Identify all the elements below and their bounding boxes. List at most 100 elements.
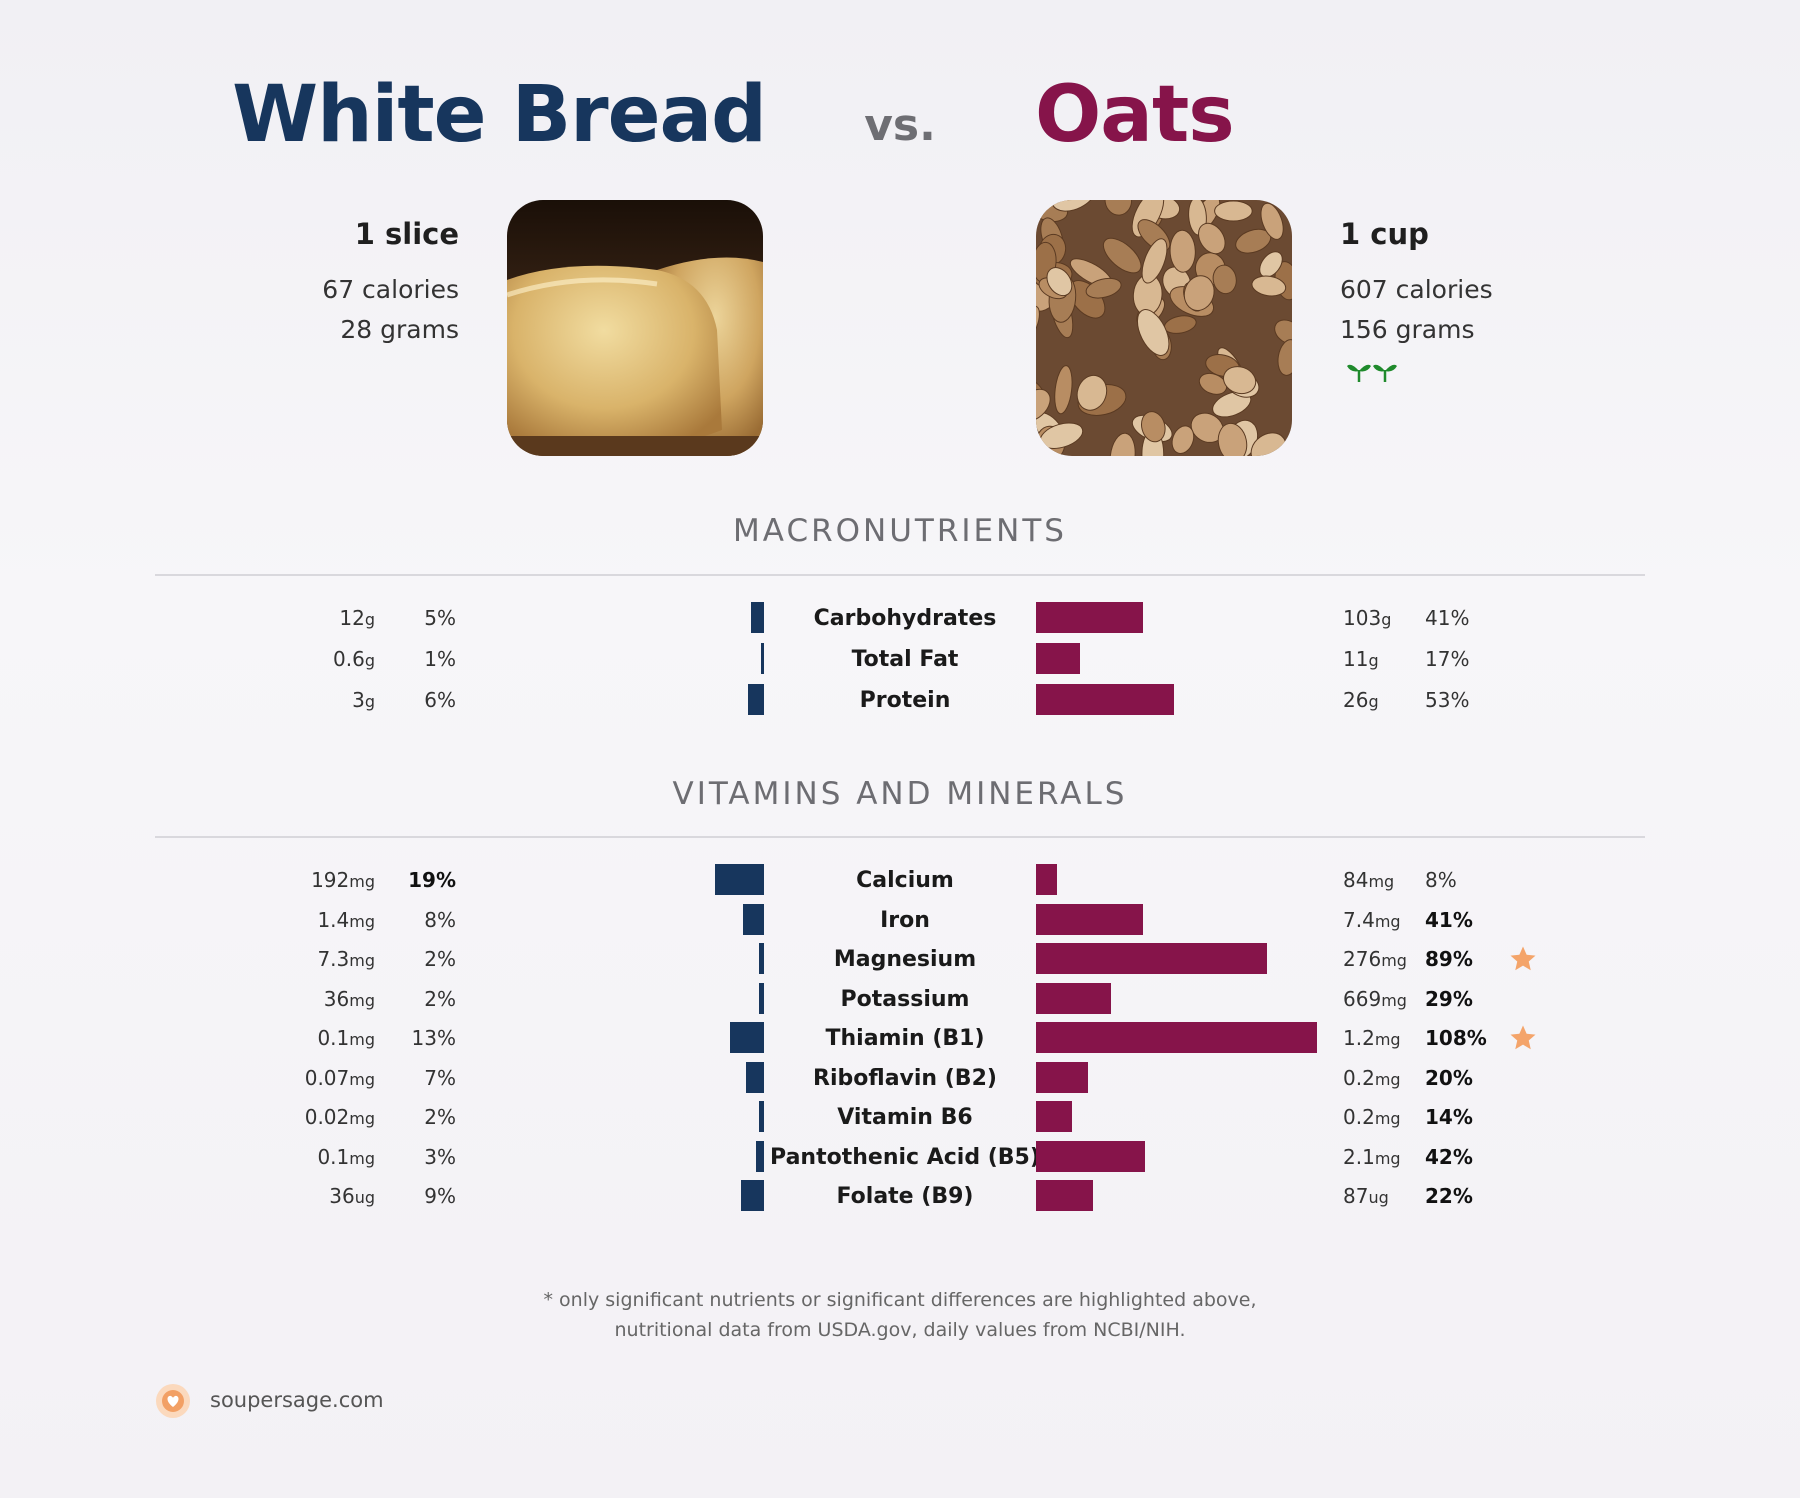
right-amount-value: 84 — [1343, 868, 1369, 892]
right-amount-unit: mg — [1374, 1030, 1401, 1049]
right-bar — [1036, 684, 1174, 715]
left-bar — [743, 903, 764, 935]
right-bar — [1036, 643, 1081, 674]
left-amount-unit: g — [364, 692, 375, 711]
right-amount-value: 103 — [1343, 606, 1382, 630]
nutrient-name: Total Fat — [851, 647, 959, 672]
star-icon — [1508, 944, 1538, 974]
nutrient-name: Riboflavin (B2) — [813, 1065, 997, 1091]
right-percent: 22% — [1425, 1184, 1473, 1208]
section-title-vitamins: VITAMINS AND MINERALS — [672, 776, 1128, 812]
left-food-title: White Bread — [232, 70, 767, 160]
right-food-title: Oats — [1035, 70, 1235, 160]
left-percent: 7% — [424, 1065, 456, 1090]
left-amount-value: 7.3 — [317, 947, 350, 971]
left-amount: 0.07mg — [305, 1066, 375, 1090]
left-bar — [758, 982, 764, 1014]
right-amount-unit: mg — [1381, 990, 1407, 1010]
left-bar — [748, 684, 764, 715]
left-amount-unit: mg — [349, 1030, 375, 1049]
right-bar — [1036, 1061, 1088, 1093]
nutrient-name: Pantothenic Acid (B5) — [770, 1144, 1040, 1170]
left-amount-value: 12 — [339, 606, 365, 630]
right-percent: 8% — [1425, 868, 1457, 892]
soupersage-logo-icon[interactable] — [155, 1383, 191, 1419]
right-amount-unit: mg — [1374, 911, 1401, 931]
left-amount-unit: mg — [349, 951, 375, 970]
nutrient-name: Potassium — [840, 986, 970, 1012]
nutrient-row: 12g 5% Carbohydrates 103g 41% — [0, 597, 1800, 638]
nutrient-name: Vitamin B6 — [837, 1105, 973, 1130]
sprout-icon — [1347, 360, 1399, 382]
left-amount: 0.6g — [333, 647, 375, 671]
nutrient-name: Carbohydrates — [813, 606, 997, 631]
nutrient-row: 0.1mg 13% Thiamin (B1) 1.2mg 108% — [0, 1018, 1800, 1058]
left-amount: 36ug — [329, 1184, 375, 1208]
right-grams: 156 grams — [1340, 315, 1475, 344]
right-amount: 0.2mg — [1343, 1105, 1401, 1129]
right-percent: 41% — [1425, 907, 1473, 932]
right-bar — [1036, 903, 1143, 935]
right-amount-value: 0.2 — [1343, 1105, 1375, 1129]
nutrient-row: 7.3mg 2% Magnesium 276mg 89% — [0, 939, 1800, 979]
footnote-line-2: nutritional data from USDA.gov, daily va… — [614, 1319, 1186, 1341]
right-percent: 20% — [1425, 1065, 1473, 1090]
left-percent: 2% — [424, 986, 456, 1011]
left-percent: 3% — [424, 1144, 456, 1169]
right-percent: 14% — [1425, 1105, 1473, 1129]
nutrient-row: 3g 6% Protein 26g 53% — [0, 679, 1800, 720]
footnote-line-1: * only significant nutrients or signific… — [543, 1289, 1257, 1311]
left-bar — [745, 1061, 764, 1093]
left-amount: 0.1mg — [317, 1145, 375, 1169]
left-amount-value: 36 — [329, 1184, 355, 1208]
left-percent: 2% — [424, 1105, 456, 1129]
site-link[interactable]: soupersage.com — [210, 1388, 384, 1412]
right-bar — [1036, 943, 1268, 974]
right-amount: 669mg — [1343, 987, 1407, 1011]
right-percent: 108% — [1425, 1026, 1487, 1050]
right-serving: 1 cup — [1340, 217, 1429, 251]
footnote: * only significant nutrients or signific… — [0, 1285, 1800, 1345]
right-percent: 89% — [1425, 947, 1473, 971]
left-amount-unit: g — [364, 651, 375, 670]
left-percent: 2% — [424, 947, 456, 971]
right-amount: 84mg — [1343, 868, 1394, 892]
right-percent: 42% — [1425, 1144, 1473, 1169]
right-amount-unit: mg — [1368, 872, 1395, 891]
nutrient-name: Magnesium — [833, 947, 977, 972]
right-amount: 2.1mg — [1343, 1145, 1401, 1169]
left-bar — [758, 1101, 764, 1132]
vs-label: vs. — [864, 100, 936, 151]
left-amount-value: 1.4 — [317, 907, 350, 932]
left-bar — [714, 864, 764, 895]
left-calories: 67 calories — [322, 275, 459, 304]
left-amount: 12g — [339, 606, 375, 630]
left-amount-value: 0.1 — [317, 1026, 350, 1050]
right-percent: 29% — [1425, 986, 1473, 1011]
left-bar — [761, 643, 764, 674]
white-bread-image — [507, 200, 763, 456]
right-amount-unit: mg — [1374, 1069, 1401, 1089]
left-amount-unit: mg — [349, 872, 375, 891]
nutrient-row: 0.02mg 2% Vitamin B6 0.2mg 14% — [0, 1097, 1800, 1137]
left-bar — [758, 943, 764, 974]
left-amount: 36mg — [324, 987, 375, 1011]
right-amount: 276mg — [1343, 947, 1407, 971]
left-percent: 13% — [411, 1026, 456, 1050]
nutrient-row: 192mg 19% Calcium 84mg 8% — [0, 860, 1800, 900]
left-bar — [751, 602, 764, 633]
right-bar — [1036, 602, 1143, 633]
left-amount-unit: mg — [349, 1148, 375, 1168]
right-amount-unit: g — [1368, 692, 1379, 711]
left-grams: 28 grams — [340, 315, 459, 344]
left-amount: 1.4mg — [317, 908, 375, 932]
right-amount-value: 11 — [1343, 647, 1369, 671]
right-bar — [1036, 1180, 1094, 1211]
right-bar — [1036, 1022, 1317, 1053]
oats-image — [1036, 200, 1292, 456]
left-bar — [730, 1022, 764, 1053]
star-icon — [1508, 1023, 1538, 1053]
left-amount-value: 3 — [352, 688, 365, 712]
divider — [155, 836, 1645, 838]
nutrient-name: Folate (B9) — [836, 1184, 974, 1209]
